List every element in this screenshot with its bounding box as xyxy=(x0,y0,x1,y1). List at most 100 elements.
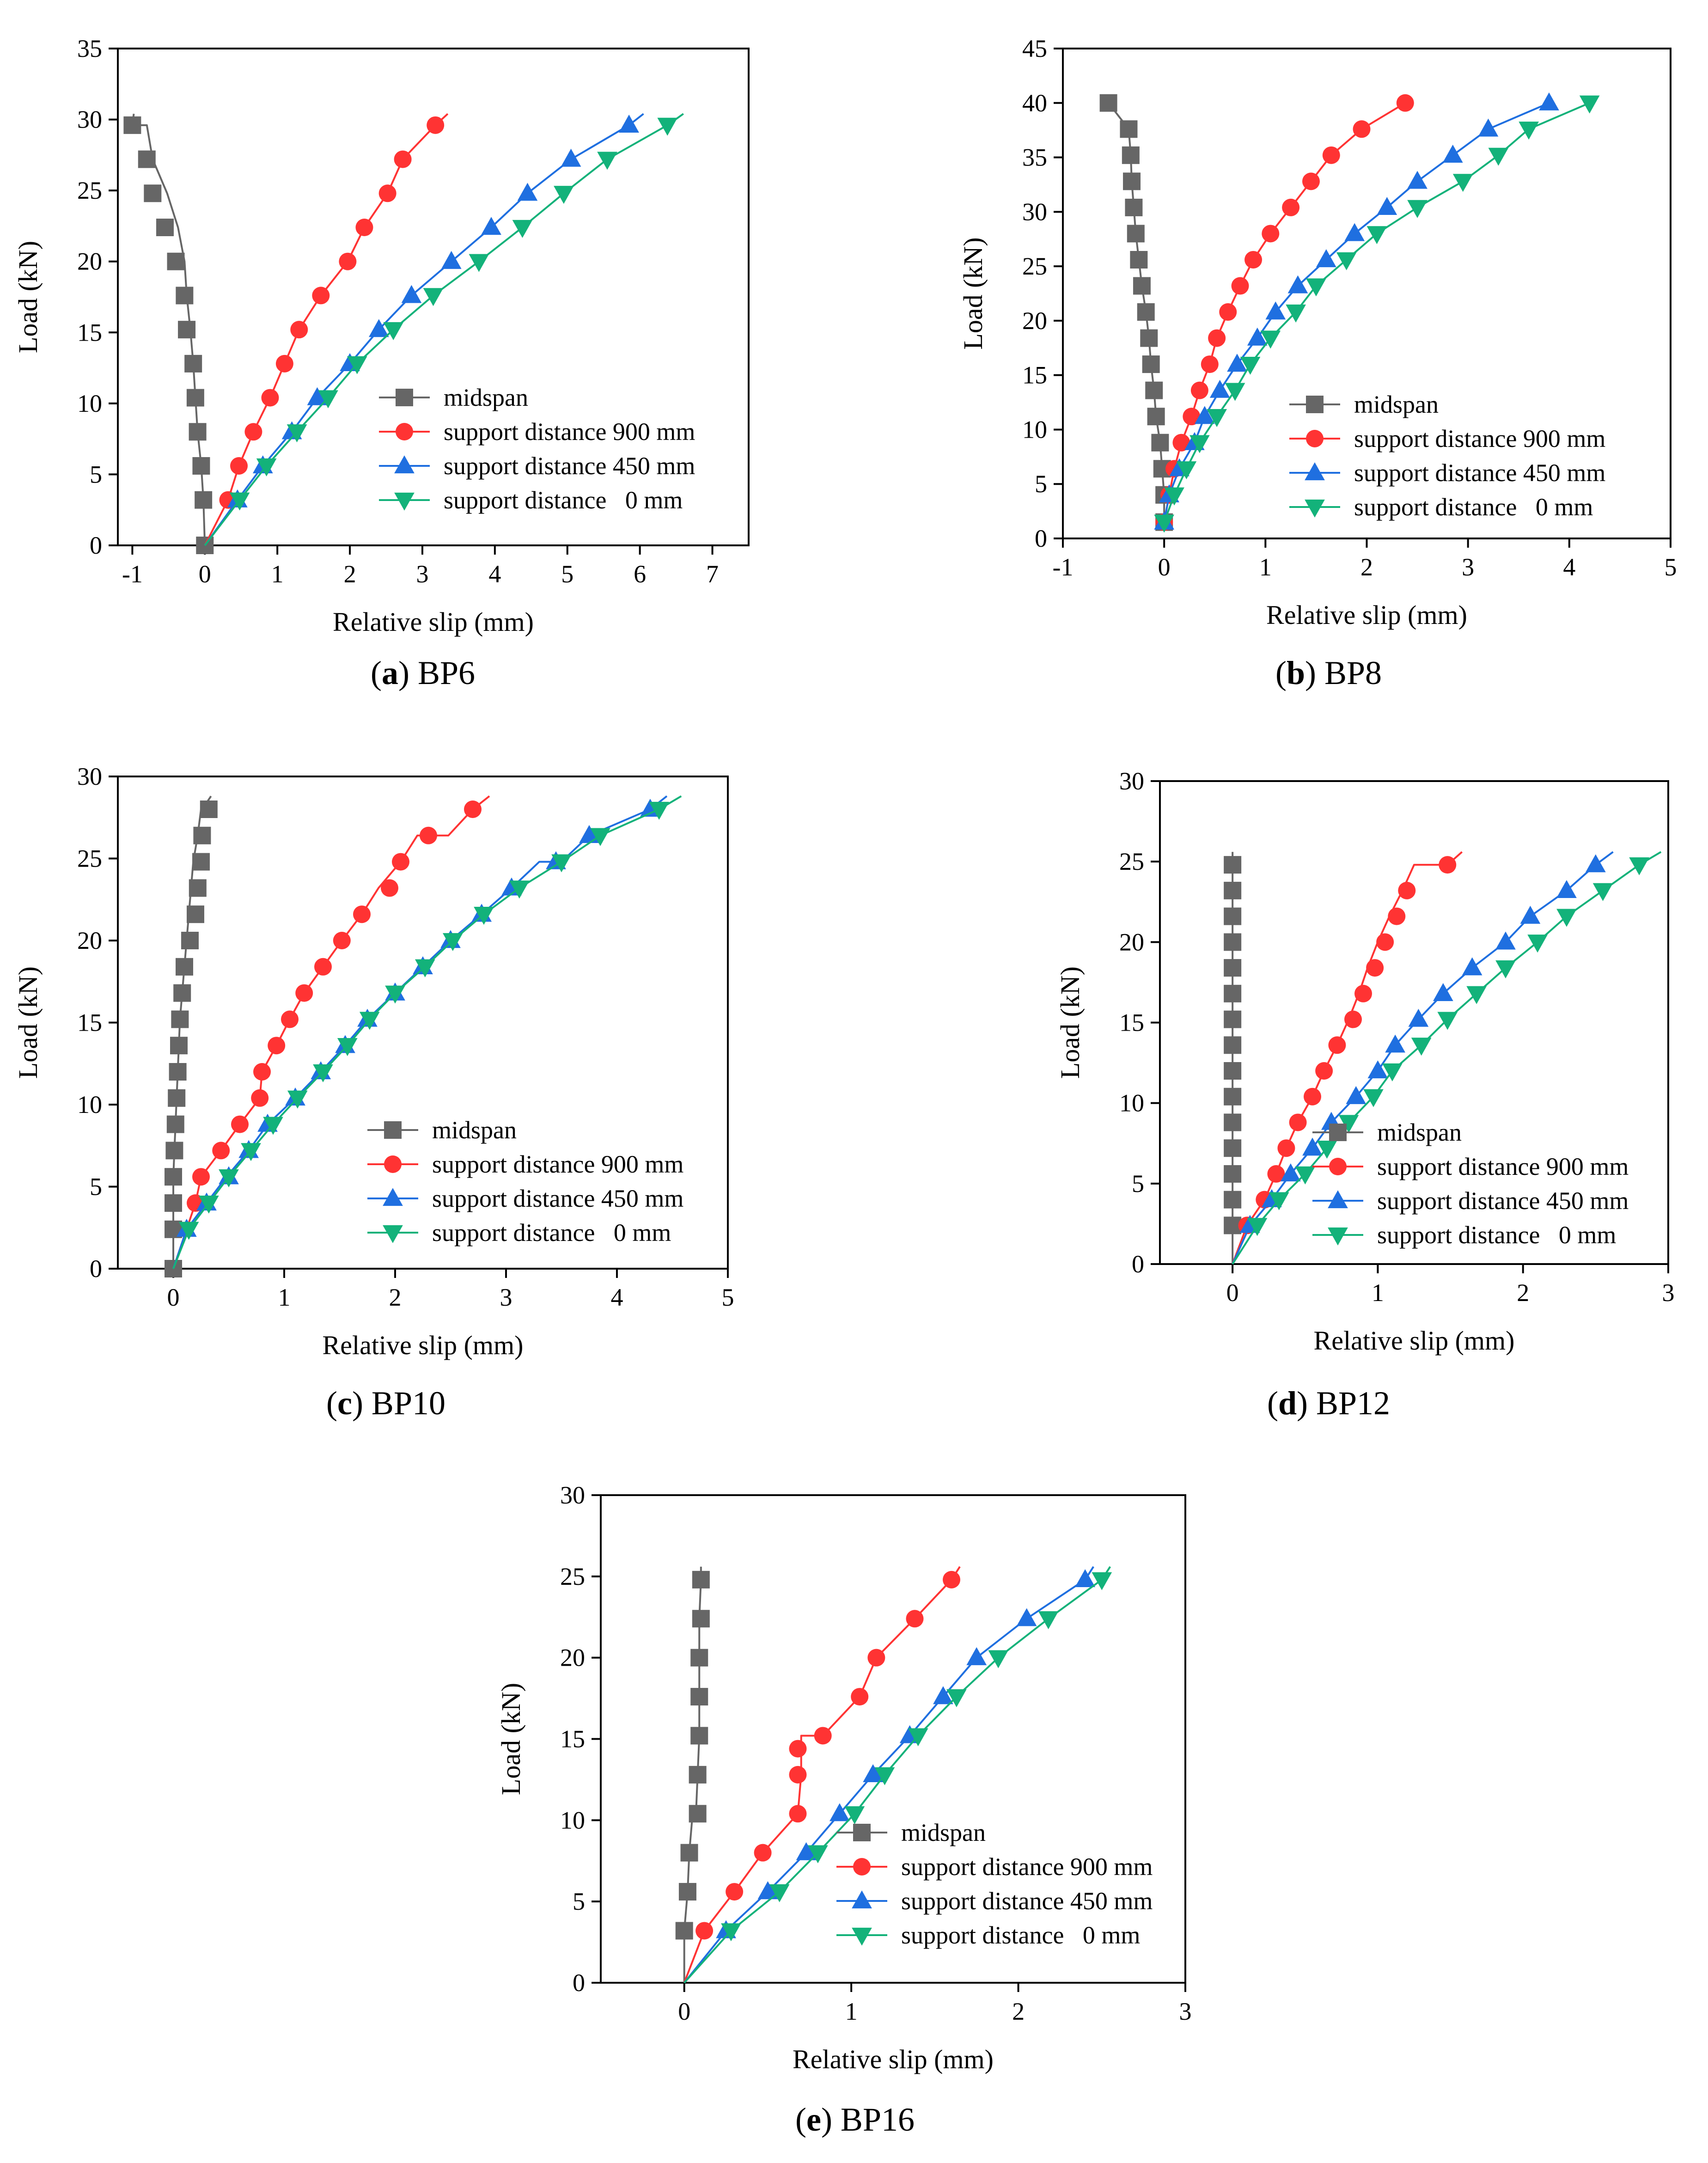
x-tick-label: 2 xyxy=(1360,553,1373,581)
data-point xyxy=(1277,1139,1295,1157)
data-point xyxy=(192,853,210,871)
data-point xyxy=(1224,1139,1242,1157)
data-point xyxy=(1244,251,1263,269)
data-point xyxy=(241,1143,261,1161)
series-1 xyxy=(683,1566,961,1983)
x-tick-label: 4 xyxy=(1563,553,1575,581)
data-point xyxy=(401,285,422,303)
x-axis-title: Relative slip (mm) xyxy=(333,607,534,637)
data-point xyxy=(1225,383,1245,401)
legend-marker xyxy=(1306,396,1324,413)
y-tick-label: 0 xyxy=(1035,525,1047,552)
data-point xyxy=(1183,408,1201,426)
caption-open: ( xyxy=(1275,654,1287,691)
y-axis-title: Load (kN) xyxy=(13,241,43,353)
y-tick-label: 30 xyxy=(1022,198,1047,226)
panel-caption: (a) BP6 xyxy=(371,654,475,691)
legend-marker xyxy=(1305,462,1325,481)
y-axis-title: Load (kN) xyxy=(958,237,988,349)
data-point xyxy=(789,1766,807,1784)
data-point xyxy=(1147,408,1165,426)
legend-label: support distance 0 mm xyxy=(444,486,683,514)
data-point xyxy=(1495,931,1516,950)
caption-label: BP10 xyxy=(372,1385,445,1422)
data-point xyxy=(192,1168,210,1186)
data-point xyxy=(415,959,435,978)
data-point xyxy=(318,390,338,409)
y-tick-label: 20 xyxy=(1119,928,1144,956)
data-point xyxy=(1122,146,1140,164)
data-point xyxy=(1224,959,1242,977)
data-point xyxy=(189,879,207,897)
data-point xyxy=(690,1727,708,1745)
data-point xyxy=(844,1806,865,1825)
data-point xyxy=(1176,461,1197,480)
data-point xyxy=(1382,1063,1403,1082)
data-point xyxy=(481,217,501,235)
data-point xyxy=(1398,881,1416,899)
data-point xyxy=(863,1764,883,1783)
data-point xyxy=(287,1090,308,1109)
series-0 xyxy=(165,795,218,1277)
data-point xyxy=(268,1037,286,1055)
data-point xyxy=(680,1844,698,1862)
data-point xyxy=(796,1842,817,1860)
data-point xyxy=(1224,1165,1242,1183)
data-point xyxy=(1385,1034,1405,1053)
x-tick-label: 3 xyxy=(500,1283,512,1311)
data-point xyxy=(178,1222,199,1240)
data-point xyxy=(808,1845,828,1864)
x-tick-label: 2 xyxy=(1517,1279,1529,1307)
data-point xyxy=(171,1010,189,1028)
data-point xyxy=(689,1766,707,1784)
data-point xyxy=(1224,933,1242,951)
data-point xyxy=(1201,355,1219,373)
legend-label: support distance 900 mm xyxy=(1377,1153,1629,1180)
data-point xyxy=(156,219,174,236)
data-point xyxy=(144,184,162,202)
data-point xyxy=(359,1012,380,1030)
data-point xyxy=(1190,435,1210,453)
data-point xyxy=(1302,1137,1323,1156)
y-tick-label: 0 xyxy=(1132,1250,1144,1278)
data-point xyxy=(381,879,398,897)
data-point xyxy=(1287,275,1308,293)
data-point xyxy=(1396,94,1414,112)
data-point xyxy=(1099,94,1117,112)
data-point xyxy=(1207,409,1227,427)
data-point xyxy=(275,354,293,373)
x-tick-label: 2 xyxy=(389,1283,402,1311)
series-3 xyxy=(204,113,684,546)
data-point xyxy=(769,1884,790,1902)
data-point xyxy=(355,219,373,236)
data-point xyxy=(392,853,409,871)
legend-marker xyxy=(394,492,415,511)
data-point xyxy=(1437,1012,1458,1030)
caption-close: ) xyxy=(1305,654,1324,691)
x-axis-title: Relative slip (mm) xyxy=(323,1330,524,1360)
data-point xyxy=(423,288,444,306)
data-point xyxy=(1247,1218,1268,1236)
data-point xyxy=(1208,329,1226,347)
series-line xyxy=(204,113,684,546)
x-tick-label: 3 xyxy=(1462,553,1474,581)
data-point xyxy=(1316,249,1336,268)
legend-marker xyxy=(384,1121,402,1139)
data-point xyxy=(579,825,599,843)
data-point xyxy=(1295,1166,1316,1185)
data-point xyxy=(1164,487,1184,506)
x-axis-title: Relative slip (mm) xyxy=(793,2044,994,2074)
legend-marker xyxy=(1306,430,1324,447)
data-point xyxy=(263,1117,283,1135)
legend-marker xyxy=(853,1858,871,1876)
data-point xyxy=(1519,122,1539,140)
data-point xyxy=(1224,881,1242,899)
y-tick-label: 45 xyxy=(1022,35,1047,62)
data-point xyxy=(678,1883,696,1901)
data-point xyxy=(1586,854,1606,873)
y-tick-label: 0 xyxy=(573,1969,585,1997)
data-point xyxy=(1219,303,1237,321)
legend-marker xyxy=(853,1824,871,1841)
legend-label: midspan xyxy=(1377,1118,1462,1146)
legend-label: support distance 0 mm xyxy=(1354,493,1593,521)
